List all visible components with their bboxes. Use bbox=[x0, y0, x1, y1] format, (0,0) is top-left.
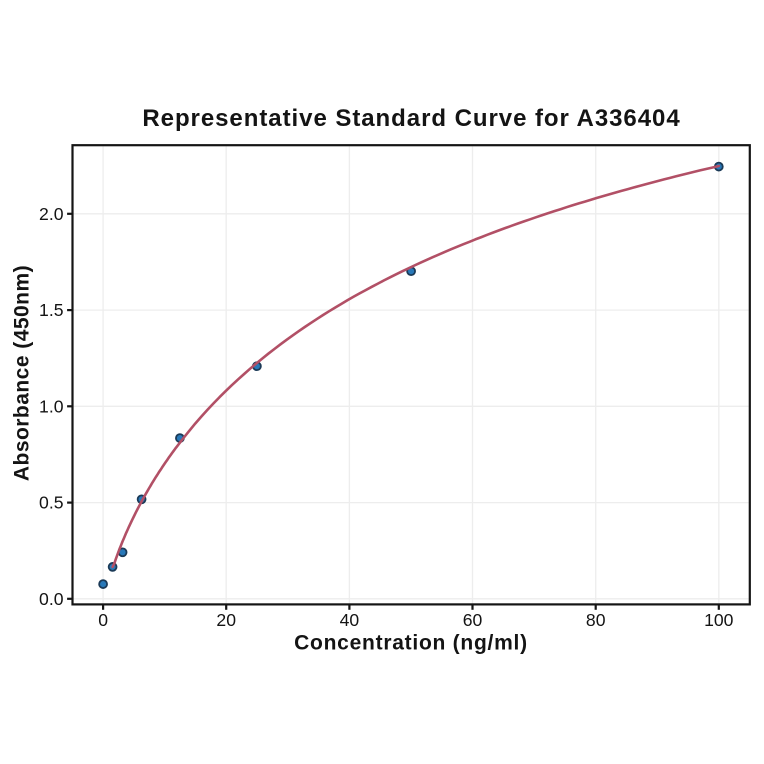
svg-text:1.0: 1.0 bbox=[39, 396, 64, 416]
svg-text:0.0: 0.0 bbox=[39, 589, 64, 609]
svg-text:2.0: 2.0 bbox=[39, 204, 64, 224]
svg-text:0.5: 0.5 bbox=[39, 493, 64, 513]
svg-text:20: 20 bbox=[216, 610, 236, 630]
svg-text:60: 60 bbox=[463, 610, 483, 630]
svg-text:Representative Standard Curve: Representative Standard Curve for A33640… bbox=[142, 105, 680, 132]
svg-text:Absorbance (450nm): Absorbance (450nm) bbox=[11, 265, 34, 481]
svg-text:0: 0 bbox=[98, 610, 108, 630]
svg-text:1.5: 1.5 bbox=[39, 300, 64, 320]
svg-text:100: 100 bbox=[704, 610, 734, 630]
svg-text:80: 80 bbox=[586, 610, 606, 630]
svg-text:Concentration (ng/ml): Concentration (ng/ml) bbox=[294, 631, 528, 654]
svg-text:40: 40 bbox=[340, 610, 360, 630]
